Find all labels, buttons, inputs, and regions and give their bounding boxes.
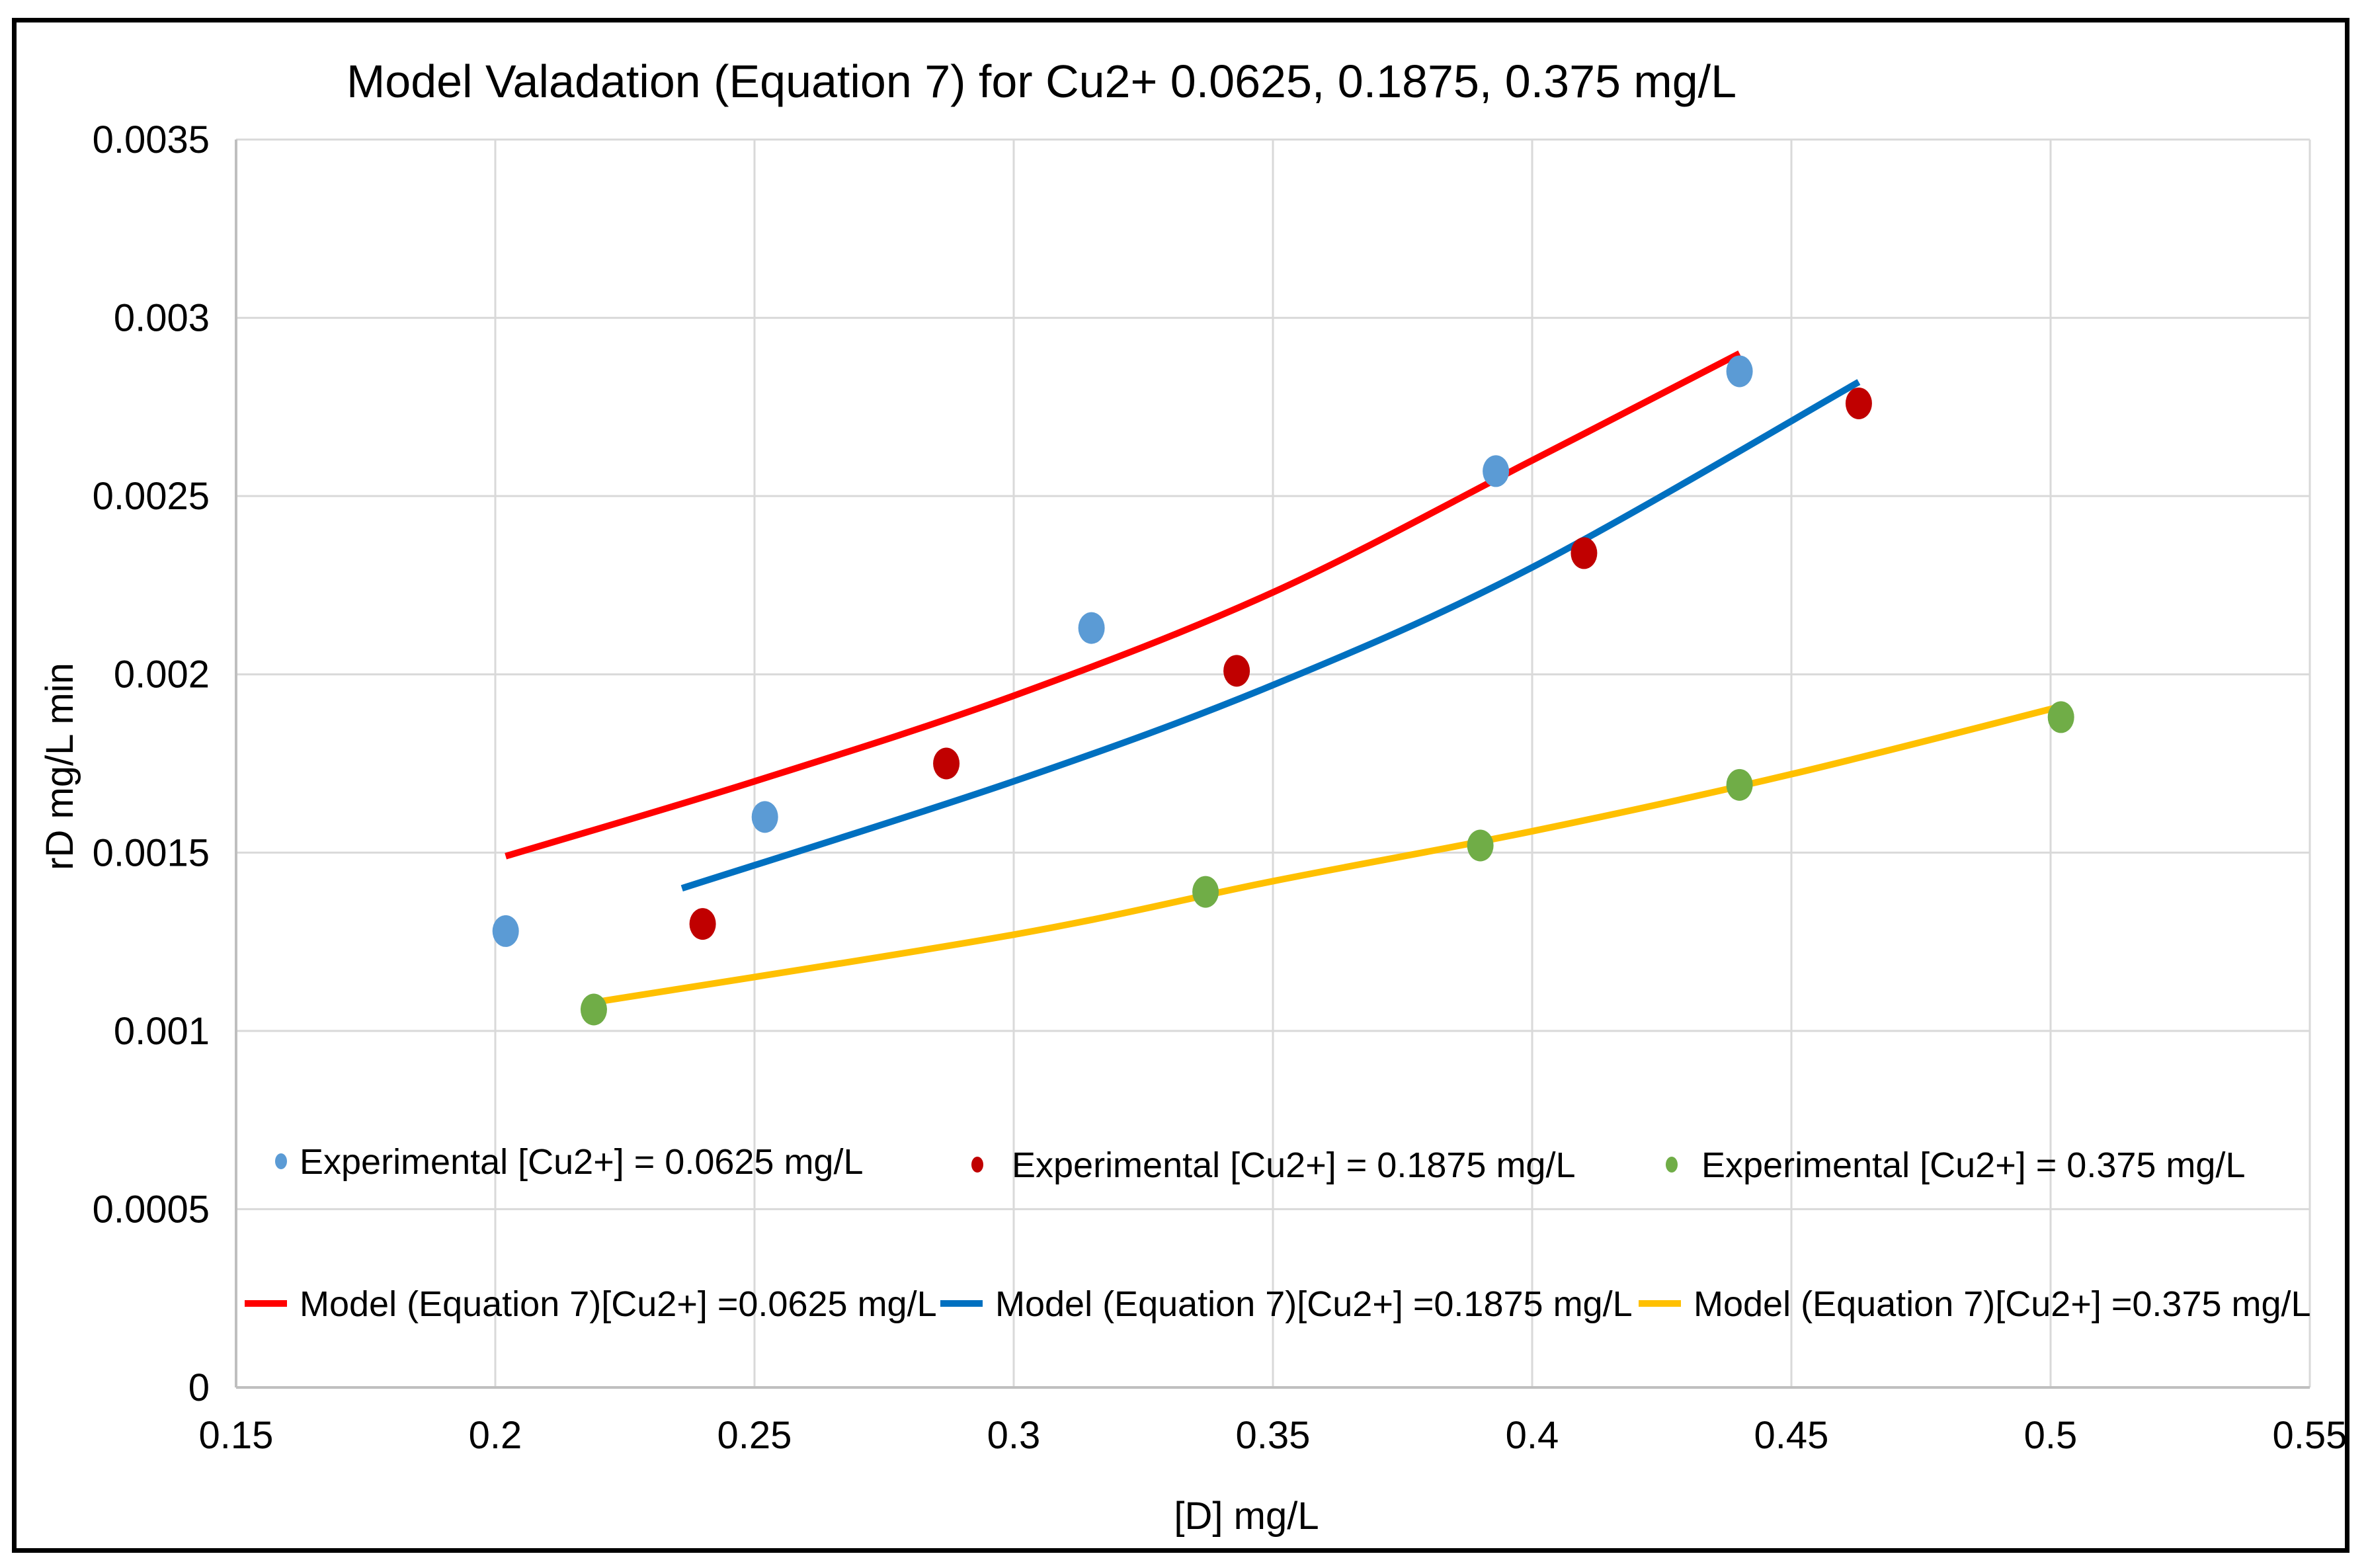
plot-axes	[235, 140, 2310, 1389]
legend-entry-label: Model (Equation 7)[Cu2+] =0.0625 mg/L	[300, 1284, 937, 1324]
x-tick-label: 0.45	[1754, 1414, 1829, 1457]
legend-entry-label: Experimental [Cu2+] = 0.0625 mg/L	[300, 1142, 864, 1182]
data-point	[1192, 876, 1219, 908]
data-point	[2047, 701, 2074, 733]
x-tick-label: 0.55	[2273, 1414, 2348, 1457]
y-tick-label: 0.001	[114, 1010, 210, 1053]
model-curve-3	[505, 351, 1741, 860]
x-tick-label: 0.15	[199, 1414, 274, 1457]
x-tick-label: 0.5	[2024, 1414, 2078, 1457]
legend-entry-label: Model (Equation 7)[Cu2+] =0.375 mg/L	[1694, 1284, 2311, 1324]
data-point	[580, 993, 607, 1026]
y-tick-label: 0.0015	[93, 831, 210, 874]
model-curve-5	[593, 703, 2062, 1006]
x-tick-label: 0.25	[717, 1414, 792, 1457]
model-curves	[505, 351, 2062, 1006]
data-point	[751, 801, 778, 833]
data-point	[933, 747, 960, 780]
data-point	[1726, 355, 1753, 388]
x-tick-label: 0.4	[1506, 1414, 1559, 1457]
experimental-points	[492, 355, 2074, 1026]
data-point	[1483, 455, 1510, 487]
data-point	[1467, 829, 1494, 862]
legend-point-marker	[1666, 1157, 1678, 1173]
legend-point-marker	[971, 1157, 983, 1173]
y-axis-label: rD mg/L min	[38, 663, 81, 870]
model-curve-4	[680, 379, 1861, 891]
data-point	[492, 915, 519, 947]
data-point	[1223, 655, 1250, 687]
chart-svg: Model Valadation (Equation 7) for Cu2+ 0…	[38, 56, 2348, 1538]
y-tick-label: 0.0005	[93, 1188, 210, 1231]
y-tick-label: 0.002	[114, 653, 210, 696]
x-axis-label: [D] mg/L	[1174, 1495, 1319, 1538]
y-tick-label: 0.0025	[93, 475, 210, 518]
legend-entry-label: Experimental [Cu2+] = 0.375 mg/L	[1701, 1145, 2245, 1185]
y-tick-label: 0.003	[114, 297, 210, 340]
chart-title: Model Valadation (Equation 7) for Cu2+ 0…	[347, 56, 1736, 107]
legend-point-marker	[275, 1153, 287, 1169]
legend-entry-label: Model (Equation 7)[Cu2+] =0.1875 mg/L	[995, 1284, 1633, 1324]
y-tick-label: 0	[188, 1366, 210, 1409]
legend: Experimental [Cu2+] = 0.0625 mg/L Experim…	[245, 1142, 2311, 1324]
grid-lines	[236, 138, 2311, 1387]
x-tick-label: 0.2	[469, 1414, 522, 1457]
data-point	[1571, 537, 1598, 569]
x-tick-label: 0.35	[1236, 1414, 1311, 1457]
y-tick-label: 0.0035	[93, 118, 210, 161]
data-point	[1845, 387, 1872, 419]
x-tick-label: 0.3	[987, 1414, 1041, 1457]
tick-labels: 0.15 0.2 0.25 0.3 0.35 0.4 0.45 0.5 0.55 0 0.0005 0…	[93, 118, 2348, 1457]
data-point	[1726, 768, 1753, 801]
legend-entry-label: Experimental [Cu2+] = 0.1875 mg/L	[1012, 1145, 1576, 1185]
chart-frame: Model Valadation (Equation 7) for Cu2+ 0…	[12, 18, 2349, 1553]
data-point	[689, 908, 716, 940]
data-point	[1078, 612, 1105, 644]
